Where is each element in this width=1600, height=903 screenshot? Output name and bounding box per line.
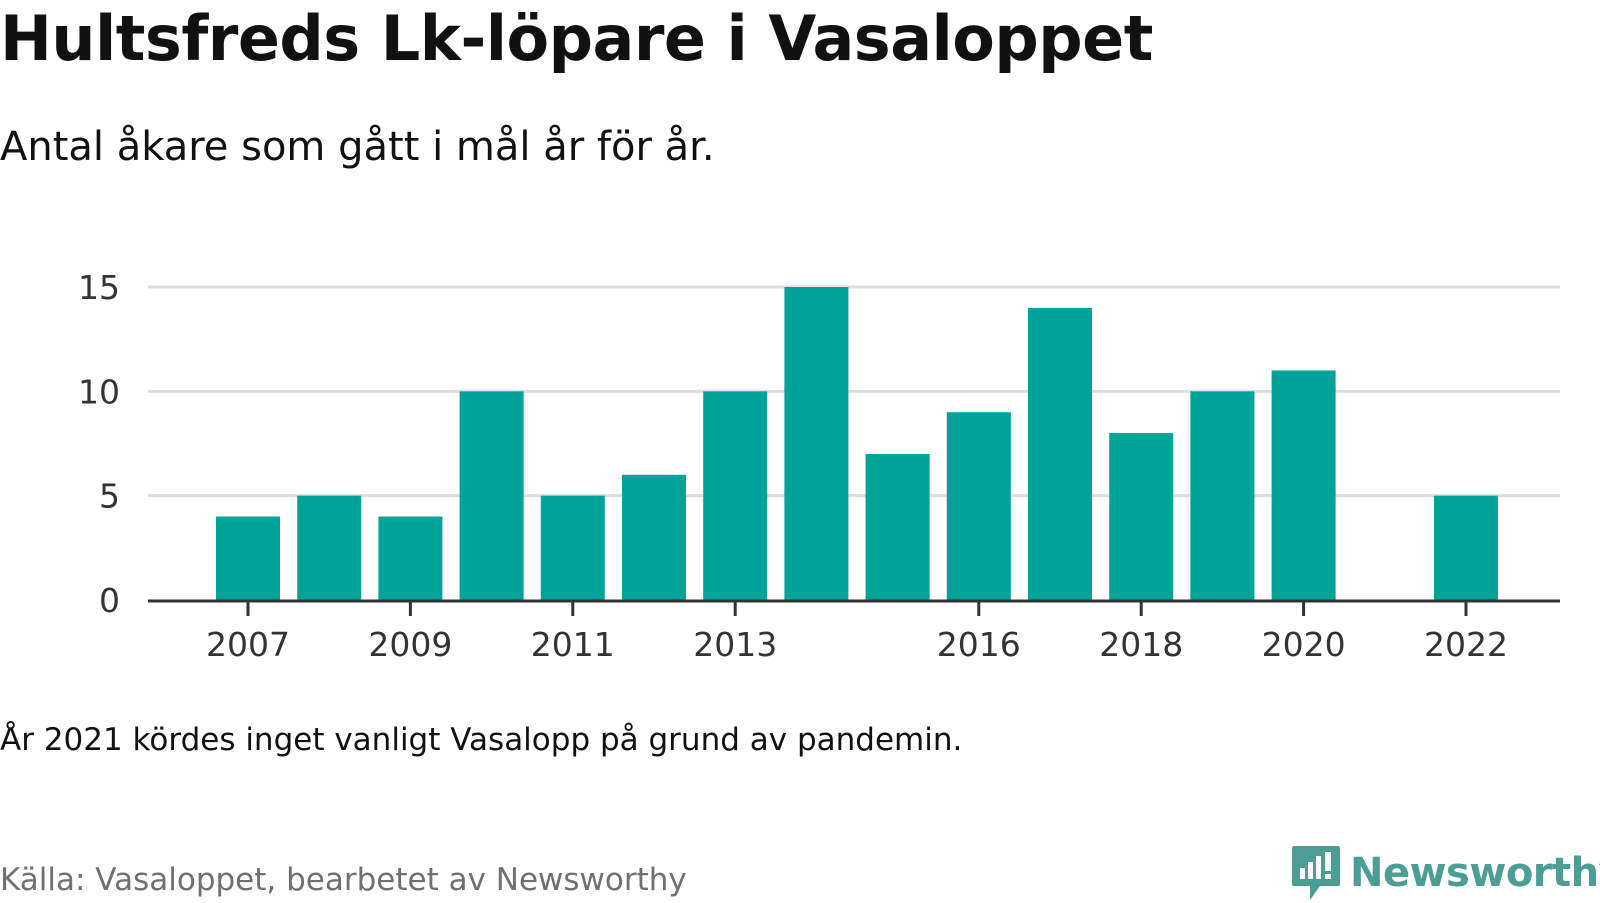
x-tick-label-2007: 2007 [206, 625, 290, 664]
chart-note: År 2021 kördes inget vanligt Vasalopp på… [0, 722, 963, 758]
bar-2012 [622, 474, 686, 600]
logo-text: Newsworthy [1350, 850, 1600, 896]
bar-chart: 0 5 10 15 2007 2009 2011 2013 2016 2018 2020 2022 [78, 268, 1560, 664]
bar-2020 [1271, 370, 1336, 600]
y-tick-label-0: 0 [99, 581, 120, 620]
x-tick-label-2020: 2020 [1262, 625, 1346, 664]
bar-2015 [865, 453, 930, 600]
bar-2011 [540, 495, 605, 600]
bar-chart-speech-bubble-icon [1292, 846, 1340, 900]
bar-2019 [1190, 391, 1255, 600]
bar-2013 [703, 391, 768, 600]
x-tick-label-2018: 2018 [1099, 625, 1183, 664]
bars [216, 287, 1498, 600]
newsworthy-logo: Newsworthy [1290, 843, 1600, 903]
x-tick-label-2013: 2013 [693, 625, 777, 664]
bar-2009 [378, 516, 443, 600]
bar-2022 [1434, 495, 1498, 600]
chart-subtitle: Antal åkare som gått i mål år för år. [0, 124, 715, 170]
bar-2014 [784, 287, 849, 600]
x-tick-label-2011: 2011 [531, 625, 615, 664]
y-tick-label-10: 10 [78, 372, 120, 411]
y-tick-label-5: 5 [99, 477, 120, 516]
chart-title: Hultsfreds Lk-löpare i Vasaloppet [0, 2, 1153, 75]
x-tick-label-2022: 2022 [1424, 625, 1508, 664]
x-tick-label-2016: 2016 [937, 625, 1021, 664]
source-credit: Källa: Vasaloppet, bearbetet av Newswort… [0, 862, 687, 898]
bar-2008 [297, 495, 362, 600]
bar-2007 [216, 516, 280, 600]
gridlines [148, 285, 1560, 498]
y-tick-label-15: 15 [78, 268, 120, 307]
bar-2017 [1028, 307, 1092, 600]
axes: 0 5 10 15 2007 2009 2011 2013 2016 2018 2020 2022 [78, 268, 1560, 664]
x-tick-label-2009: 2009 [368, 625, 452, 664]
bar-2018 [1109, 433, 1174, 600]
bar-2016 [946, 412, 1011, 600]
bar-2010 [459, 391, 524, 600]
